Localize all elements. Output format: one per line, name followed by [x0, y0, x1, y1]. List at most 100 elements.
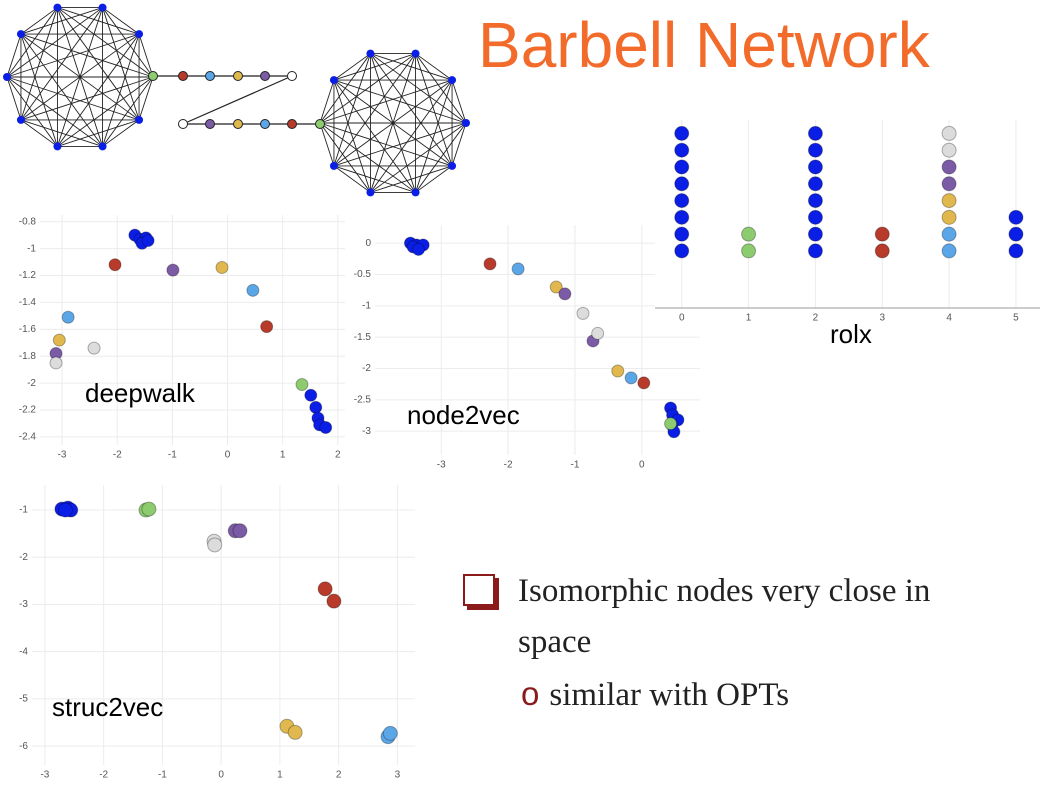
edge [102, 119, 140, 147]
point [52, 333, 66, 347]
bullet-text: Isomorphic nodes very close in space [518, 573, 931, 660]
edge [6, 76, 103, 147]
point [941, 226, 957, 242]
node [260, 119, 270, 129]
sub-bullet-icon: o [521, 675, 540, 712]
chart: -3 -2 -1 0 1 2 -0.8 -1 -1.2 -1.4 -1.6 -1.8 -2 -2.2 -2.… [19, 215, 345, 461]
edge [6, 7, 103, 78]
y-tick-label: -0.8 [19, 216, 37, 227]
edge [333, 53, 416, 167]
node [233, 71, 243, 81]
x-tick-label: -2 [504, 460, 513, 471]
edge [6, 7, 58, 78]
node [366, 49, 375, 58]
slide-title: Barbell Network [478, 9, 930, 81]
node [315, 119, 325, 129]
edge [319, 79, 335, 124]
node [329, 161, 338, 170]
edge [57, 7, 140, 35]
point [57, 502, 73, 518]
point [549, 280, 563, 294]
bullet-icon [463, 574, 495, 606]
point [807, 226, 823, 242]
point [207, 537, 223, 553]
point [260, 320, 274, 334]
point [807, 159, 823, 175]
point [874, 243, 890, 259]
edge [370, 122, 467, 193]
y-tick-label: -1 [19, 505, 28, 516]
edge [415, 165, 453, 193]
edge [20, 119, 58, 147]
edge [370, 165, 453, 193]
edge [102, 33, 140, 147]
point [326, 593, 342, 609]
point [624, 371, 638, 385]
edge [57, 7, 154, 78]
y-tick-label: -2.4 [19, 432, 37, 443]
edge [333, 122, 467, 167]
edge [20, 33, 58, 147]
edge [20, 7, 58, 35]
point [591, 326, 605, 340]
point [674, 125, 690, 141]
x-tick-label: -3 [58, 450, 67, 461]
edge [319, 122, 416, 193]
y-tick-label: -1.5 [354, 332, 372, 343]
y-tick-label: -1.6 [19, 324, 37, 335]
edge [333, 79, 453, 167]
y-tick-label: -1.2 [19, 270, 37, 281]
barbell-diagram [3, 3, 470, 197]
x-tick-label: 0 [225, 450, 231, 461]
y-tick-label: -1.4 [19, 297, 37, 308]
edge [333, 79, 371, 193]
node [178, 119, 188, 129]
sub-bullet-text: similar with OPTs [549, 677, 790, 713]
point [674, 243, 690, 259]
x-tick-label: 0 [639, 460, 645, 471]
node [329, 76, 338, 85]
point [664, 417, 678, 431]
edge [138, 33, 154, 78]
x-tick-label: -2 [113, 450, 122, 461]
edge [370, 53, 467, 124]
x-tick-label: -1 [570, 460, 579, 471]
y-tick-label: 0 [365, 238, 371, 249]
node [16, 30, 25, 39]
point [1008, 209, 1024, 225]
y-tick-label: -2.5 [354, 394, 372, 405]
y-tick-label: -1 [27, 243, 36, 254]
edge [6, 33, 22, 78]
node [178, 71, 188, 81]
x-tick-label: 0 [679, 313, 685, 324]
point [741, 243, 757, 259]
point [287, 724, 303, 740]
edge [370, 79, 453, 193]
node [135, 115, 144, 124]
point [637, 376, 651, 390]
point [108, 258, 122, 272]
chart-label: rolx [830, 319, 872, 349]
edge [415, 53, 453, 167]
node [260, 71, 270, 81]
y-tick-label: -2 [19, 552, 28, 563]
chart: -3 -2 -1 0 1 2 3 -1 -2 -3 -4 -5 -6 struc2vec [19, 485, 415, 781]
point [941, 243, 957, 259]
point [941, 209, 957, 225]
point [941, 159, 957, 175]
point [215, 260, 229, 274]
edge [57, 76, 154, 147]
point [141, 234, 155, 248]
bullets: Isomorphic nodes very close in space o si… [463, 566, 998, 721]
point [317, 581, 333, 597]
point [941, 125, 957, 141]
node [287, 119, 297, 129]
edge [319, 53, 416, 124]
y-tick-label: -3 [362, 426, 371, 437]
node [411, 188, 420, 197]
node [462, 119, 470, 127]
edge [415, 53, 453, 81]
y-tick-label: -0.5 [354, 269, 372, 280]
y-tick-label: -2 [27, 378, 36, 389]
